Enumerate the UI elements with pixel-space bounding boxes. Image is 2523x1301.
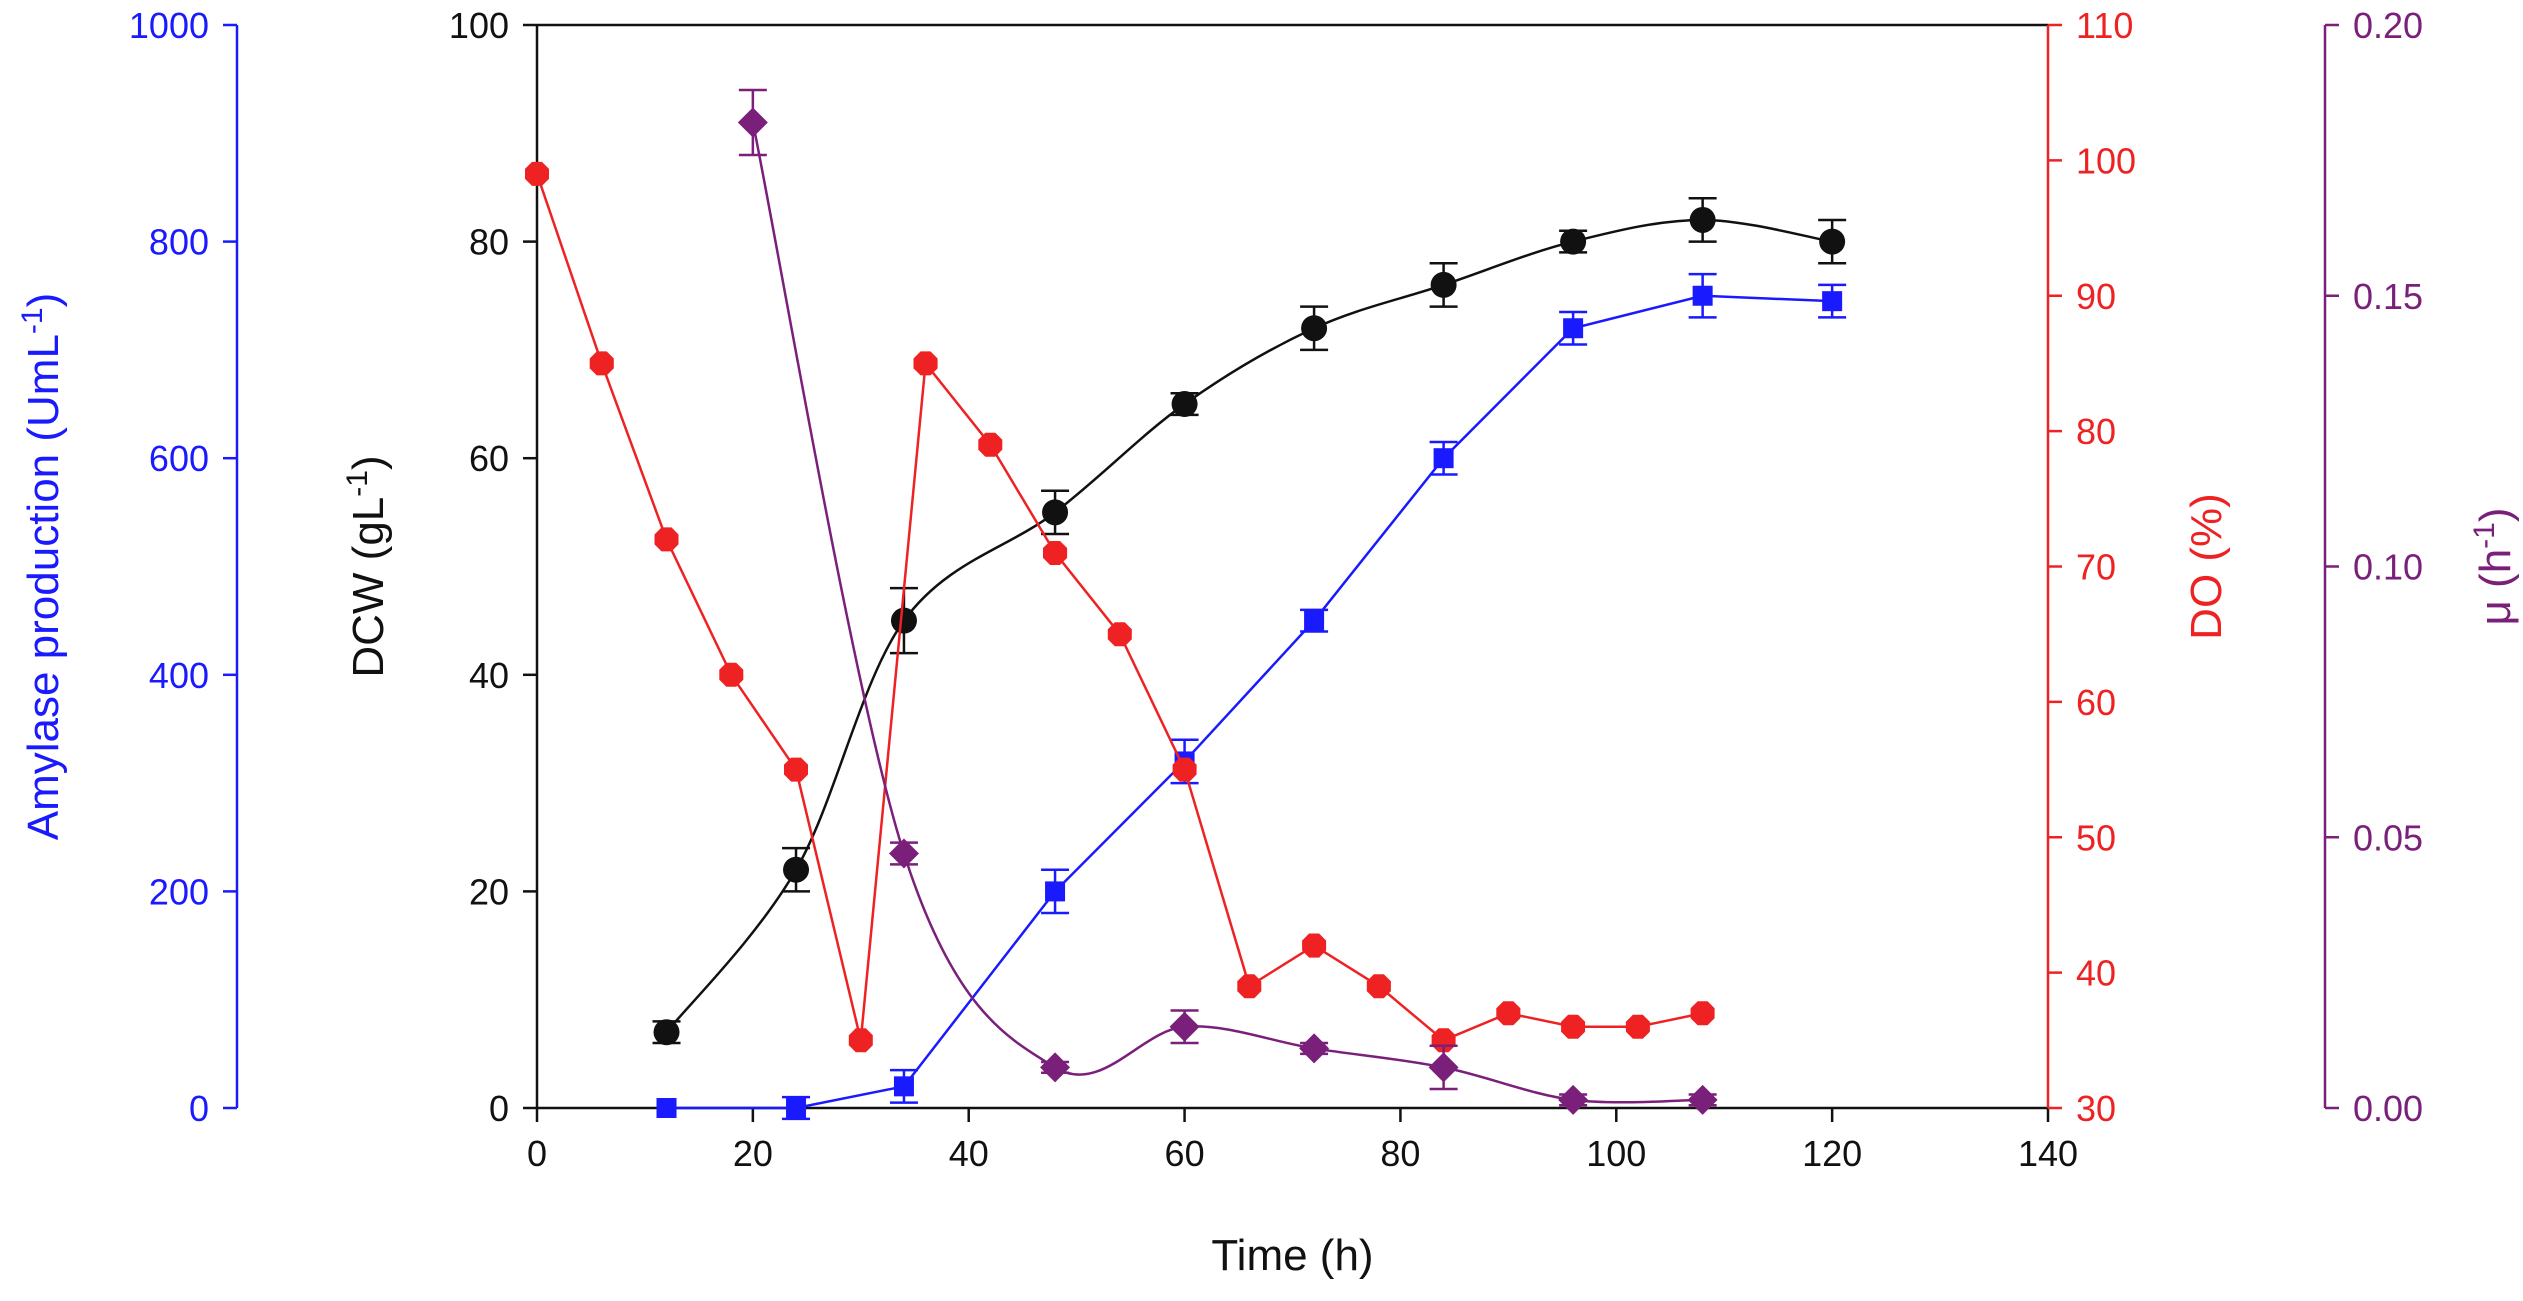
- series-dcw-point: [1560, 228, 1587, 255]
- amylase-tick-label: 200: [149, 871, 209, 912]
- do-tick-label: 40: [2076, 953, 2116, 994]
- series-dcw-point: [1689, 206, 1716, 233]
- dcw-tick-label: 60: [469, 438, 509, 479]
- series-do-point: [848, 1028, 873, 1053]
- x-tick-label: 0: [527, 1133, 547, 1174]
- mu-tick-label: 0.05: [2353, 817, 2423, 858]
- series-do-point: [1302, 933, 1327, 958]
- do-tick-label: 90: [2076, 276, 2116, 317]
- amylase-tick-label: 400: [149, 655, 209, 696]
- x-tick-label: 80: [1380, 1133, 1420, 1174]
- series-mu-line: [751, 122, 1703, 1104]
- series-amylase-point: [893, 1076, 914, 1097]
- series-do-point: [1366, 974, 1391, 999]
- series-amylase-point: [1692, 285, 1713, 306]
- amylase-tick-label: 600: [149, 438, 209, 479]
- do-tick-label: 100: [2076, 140, 2136, 181]
- series-amylase-line: [666, 294, 1833, 1110]
- series-dcw-point: [783, 856, 810, 883]
- series-dcw-point: [890, 607, 917, 634]
- series-do-point: [1237, 974, 1262, 999]
- series-mu-point: [1299, 1033, 1330, 1064]
- series-do-point: [978, 432, 1003, 457]
- series-amylase-point: [786, 1098, 807, 1118]
- series-mu-point: [1428, 1052, 1459, 1083]
- do-tick-label: 80: [2076, 411, 2116, 452]
- series-mu-point: [737, 107, 768, 138]
- series-do-point: [1625, 1014, 1650, 1039]
- series-amylase-point: [1433, 448, 1454, 469]
- series-dcw-point: [653, 1019, 680, 1046]
- dcw-tick-label: 20: [469, 871, 509, 912]
- do-tick-label: 60: [2076, 682, 2116, 723]
- series-do-point: [1561, 1014, 1586, 1039]
- dcw-tick-label: 80: [469, 222, 509, 263]
- do-tick-label: 50: [2076, 817, 2116, 858]
- series-do-point: [1043, 541, 1068, 565]
- series-mu-point: [1169, 1011, 1200, 1042]
- x-tick-label: 120: [1802, 1133, 1862, 1174]
- amylase-tick-label: 0: [189, 1088, 209, 1129]
- series-dcw-point: [1301, 315, 1328, 342]
- x-tick-label: 60: [1165, 1133, 1205, 1174]
- series-mu-point: [1558, 1084, 1589, 1115]
- series-dcw-point: [1042, 499, 1069, 526]
- x-tick-label: 140: [2018, 1133, 2078, 1174]
- series-mu-point: [1687, 1084, 1718, 1115]
- mu-axis-title: μ (h-1): [2468, 507, 2521, 625]
- do-tick-label: 30: [2076, 1088, 2116, 1129]
- series-amylase-point: [1045, 881, 1066, 902]
- series-do-point: [525, 161, 549, 186]
- series-mu-point: [888, 838, 919, 869]
- series-do-point: [913, 351, 938, 376]
- series-mu: [737, 88, 1718, 1115]
- axes-group: 0 20 40 60 80 100 120 14002004006008001000Amyla…: [16, 5, 2521, 1174]
- series-do-point: [654, 527, 679, 552]
- dcw-tick-label: 0: [489, 1088, 509, 1129]
- x-tick-label: 20: [733, 1133, 773, 1174]
- mu-tick-label: 0.00: [2353, 1088, 2423, 1129]
- series-dcw-point: [1171, 391, 1198, 418]
- do-tick-label: 70: [2076, 547, 2116, 588]
- series-mu-point: [1040, 1052, 1071, 1083]
- series-amylase-point: [1304, 610, 1325, 631]
- series-dcw-point: [1819, 228, 1846, 255]
- amylase-tick-label: 1000: [129, 5, 209, 46]
- series-amylase-point: [1563, 318, 1584, 339]
- do-axis-title: DO (%): [2182, 493, 2231, 640]
- x-axis-title: Time (h): [1211, 1231, 1373, 1280]
- series-do-point: [1496, 1001, 1521, 1026]
- series-do-point: [1690, 1001, 1715, 1026]
- mu-tick-label: 0.10: [2353, 547, 2423, 588]
- dcw-tick-label: 100: [449, 5, 509, 46]
- series-do-point: [784, 757, 808, 782]
- series-group: [525, 88, 1847, 1121]
- amylase-tick-label: 800: [149, 222, 209, 263]
- x-tick-label: 100: [1586, 1133, 1646, 1174]
- series-amylase-point: [656, 1098, 677, 1118]
- dcw-tick-label: 40: [469, 655, 509, 696]
- series-do-point: [1107, 622, 1132, 647]
- dcw-axis-title: DCW (gL-1): [341, 455, 394, 677]
- series-dcw-point: [1430, 271, 1457, 298]
- mu-tick-label: 0.20: [2353, 5, 2423, 46]
- series-do-point: [1172, 757, 1197, 782]
- series-do-point: [719, 662, 744, 687]
- mu-tick-label: 0.15: [2353, 276, 2423, 317]
- amylase-axis-title: Amylase production (UmL-1): [16, 293, 69, 841]
- series-do-point: [589, 351, 614, 376]
- x-tick-label: 40: [949, 1133, 989, 1174]
- series-amylase-point: [1822, 291, 1843, 312]
- do-tick-label: 110: [2076, 5, 2133, 46]
- series-dcw: [652, 197, 1847, 1046]
- series-amylase: [656, 272, 1847, 1121]
- series-do: [525, 161, 1715, 1053]
